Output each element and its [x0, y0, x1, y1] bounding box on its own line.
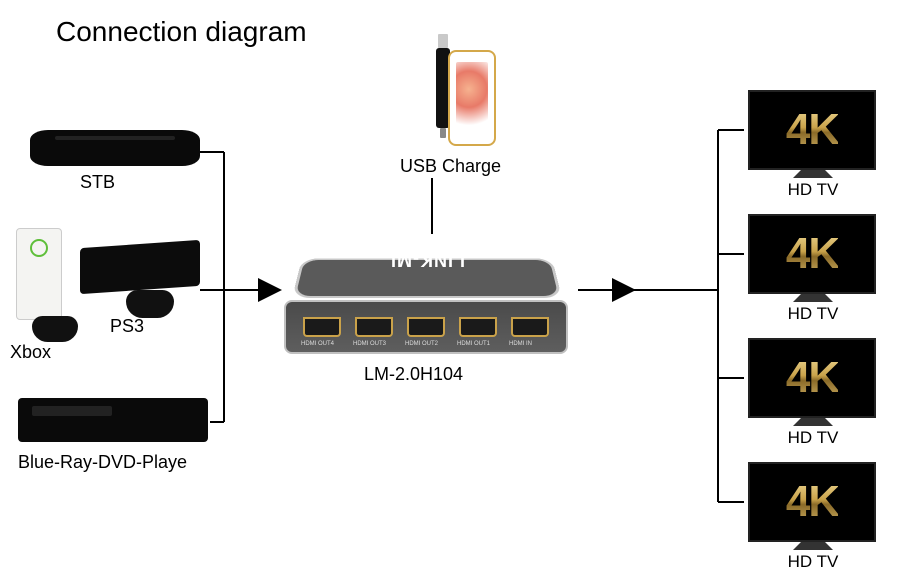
device-bluray: Blue-Ray-DVD-Playe: [18, 398, 218, 473]
bluray-label: Blue-Ray-DVD-Playe: [18, 452, 218, 473]
tv-stand-icon: [793, 294, 833, 302]
hdmi-port-4: HDMI OUT4: [303, 317, 341, 337]
bluray-icon: [18, 398, 208, 442]
tv-screen: 4K: [748, 462, 876, 542]
hdmi-port-in: HDMI IN: [511, 317, 549, 337]
output-tv-4: 4K HD TV: [748, 462, 878, 572]
tv-stand-icon: [793, 170, 833, 178]
output-tv-1: 4K HD TV: [748, 90, 878, 200]
device-stb: STB: [30, 130, 210, 193]
output-tv-3: 4K HD TV: [748, 338, 878, 448]
tv-screen: 4K: [748, 90, 876, 170]
tv-4k-badge: 4K: [786, 229, 838, 279]
tv-stand-icon: [793, 418, 833, 426]
tv-stand-icon: [793, 542, 833, 550]
splitter-front: HDMI OUT4 HDMI OUT3 HDMI OUT2 HDMI OUT1 …: [284, 300, 568, 354]
stb-icon: [30, 130, 200, 166]
hdmi-port-3: HDMI OUT3: [355, 317, 393, 337]
hdmi-port-2: HDMI OUT2: [407, 317, 445, 337]
usb-label: USB Charge: [400, 156, 501, 177]
tv-4k-badge: 4K: [786, 105, 838, 155]
hdmi-port-1: HDMI OUT1: [459, 317, 497, 337]
tv-4k-badge: 4K: [786, 477, 838, 527]
tv-4k-badge: 4K: [786, 353, 838, 403]
tv-label: HD TV: [748, 428, 878, 448]
output-tv-2: 4K HD TV: [748, 214, 878, 324]
tv-label: HD TV: [748, 180, 878, 200]
splitter-device: LINK-MI HDMI OUT4 HDMI OUT3 HDMI OUT2 HD…: [282, 234, 572, 354]
phone-icon: [448, 50, 496, 146]
splitter-model-label: LM-2.0H104: [364, 364, 463, 385]
tv-screen: 4K: [748, 338, 876, 418]
stb-label: STB: [80, 172, 210, 193]
tv-screen: 4K: [748, 214, 876, 294]
xbox-icon: [16, 228, 62, 320]
splitter-brand: LINK-MI: [390, 249, 465, 270]
diagram-title: Connection diagram: [56, 16, 307, 48]
xbox-controller-icon: [32, 316, 78, 342]
xbox-label: Xbox: [10, 342, 51, 363]
ps3-label: PS3: [110, 316, 144, 337]
tv-label: HD TV: [748, 304, 878, 324]
tv-label: HD TV: [748, 552, 878, 572]
ps3-controller-icon: [126, 290, 174, 318]
ps3-icon: [80, 240, 200, 294]
device-consoles: Xbox PS3: [10, 220, 220, 360]
